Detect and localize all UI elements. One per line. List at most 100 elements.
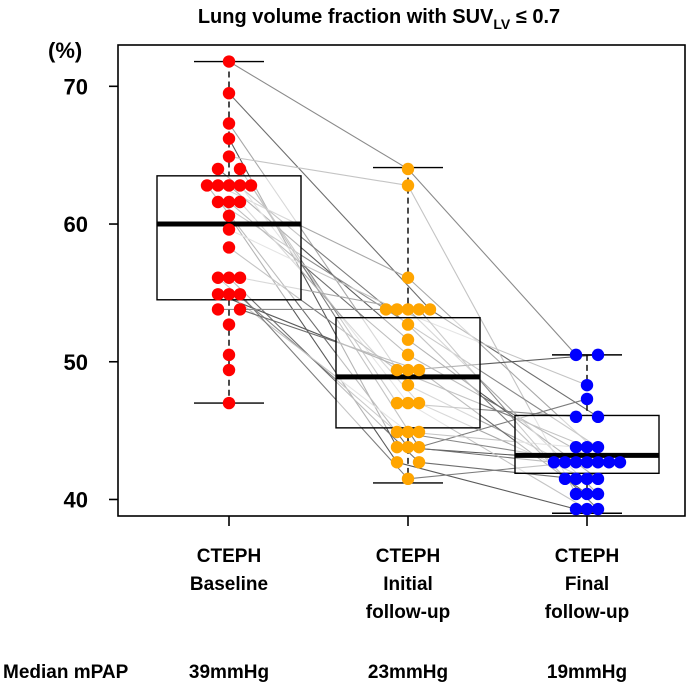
data-point — [423, 303, 437, 316]
data-point — [580, 472, 594, 486]
data-point — [558, 456, 572, 469]
pair-line — [228, 92, 431, 310]
data-point — [613, 456, 627, 469]
y-axis: 40 50 60 70 — [64, 74, 118, 512]
data-point — [211, 303, 225, 316]
data-point — [401, 396, 415, 410]
pair-line — [407, 168, 577, 356]
data-point — [401, 440, 415, 454]
category-label-line: CTEPH — [376, 546, 440, 567]
category-label-line: follow-up — [366, 602, 450, 623]
data-point — [412, 425, 426, 439]
data-point — [591, 456, 605, 469]
data-point — [233, 271, 247, 284]
data-point — [390, 440, 404, 454]
data-point — [580, 456, 594, 469]
data-point — [222, 87, 236, 100]
category-label-line: Final — [565, 574, 609, 595]
data-point — [222, 209, 236, 222]
data-point — [222, 271, 236, 284]
data-point — [244, 179, 258, 192]
pair-line — [239, 293, 409, 480]
data-point — [412, 440, 426, 454]
pair-line — [228, 277, 420, 463]
data-point — [602, 456, 616, 469]
data-point — [580, 440, 594, 454]
chart-title-main: Lung volume fraction with SUV — [198, 6, 494, 28]
data-point — [401, 162, 415, 176]
data-point — [390, 425, 404, 439]
chart-title-suffix: ≤ 0.7 — [510, 6, 560, 28]
data-point — [211, 162, 225, 176]
data-point — [390, 396, 404, 410]
data-point — [569, 472, 583, 486]
pair-line — [396, 461, 577, 510]
data-point — [233, 162, 247, 176]
data-point — [401, 271, 415, 284]
footer-value: 39mmHg — [189, 662, 269, 683]
data-point — [569, 487, 583, 501]
data-point — [401, 378, 415, 392]
data-point — [401, 348, 415, 362]
category-label-line: follow-up — [545, 602, 629, 623]
data-point — [580, 392, 594, 406]
data-point — [569, 348, 583, 362]
data-point — [211, 179, 225, 192]
data-point — [401, 425, 415, 439]
data-point — [200, 179, 214, 192]
data-point — [222, 318, 236, 331]
data-point — [222, 223, 236, 236]
data-point — [401, 472, 415, 486]
y-tick-label: 50 — [64, 350, 88, 375]
data-point — [222, 179, 236, 192]
y-tick-label: 40 — [64, 487, 88, 512]
data-point — [412, 363, 426, 377]
footer: Median mPAP 39mmHg 23mmHg 19mmHg — [3, 662, 627, 683]
data-point — [591, 410, 605, 424]
plot-frame — [117, 44, 686, 517]
data-point — [222, 150, 236, 163]
data-point — [401, 303, 415, 316]
data-point — [412, 303, 426, 316]
footer-value: 23mmHg — [368, 662, 448, 683]
data-point — [222, 396, 236, 410]
dot-points — [200, 55, 627, 516]
data-point — [211, 195, 225, 209]
data-point — [412, 396, 426, 410]
data-point — [222, 363, 236, 377]
data-point — [222, 55, 236, 68]
data-point — [233, 288, 247, 301]
pair-line — [228, 61, 409, 170]
category-label-line: CTEPH — [555, 546, 619, 567]
data-point — [390, 456, 404, 469]
data-point — [558, 472, 572, 486]
data-point — [569, 502, 583, 516]
data-point — [233, 303, 247, 316]
data-point — [401, 318, 415, 331]
data-point — [222, 241, 236, 254]
data-point — [569, 456, 583, 469]
data-point — [233, 195, 247, 209]
pair-line — [418, 398, 588, 448]
data-point — [222, 132, 236, 145]
data-point — [591, 440, 605, 454]
data-point — [569, 440, 583, 454]
pair-line — [228, 156, 409, 187]
data-point — [379, 303, 393, 316]
data-point — [222, 195, 236, 209]
data-point — [211, 288, 225, 301]
data-point — [580, 378, 594, 392]
y-tick-label: 70 — [64, 74, 88, 99]
data-point — [222, 348, 236, 362]
data-point — [580, 502, 594, 516]
footer-label: Median mPAP — [3, 662, 129, 683]
data-point — [580, 487, 594, 501]
data-point — [547, 456, 561, 469]
data-point — [222, 288, 236, 301]
data-point — [390, 363, 404, 377]
data-point — [591, 472, 605, 486]
data-point — [412, 456, 426, 469]
data-point — [390, 303, 404, 316]
y-axis-label: (%) — [48, 38, 82, 63]
